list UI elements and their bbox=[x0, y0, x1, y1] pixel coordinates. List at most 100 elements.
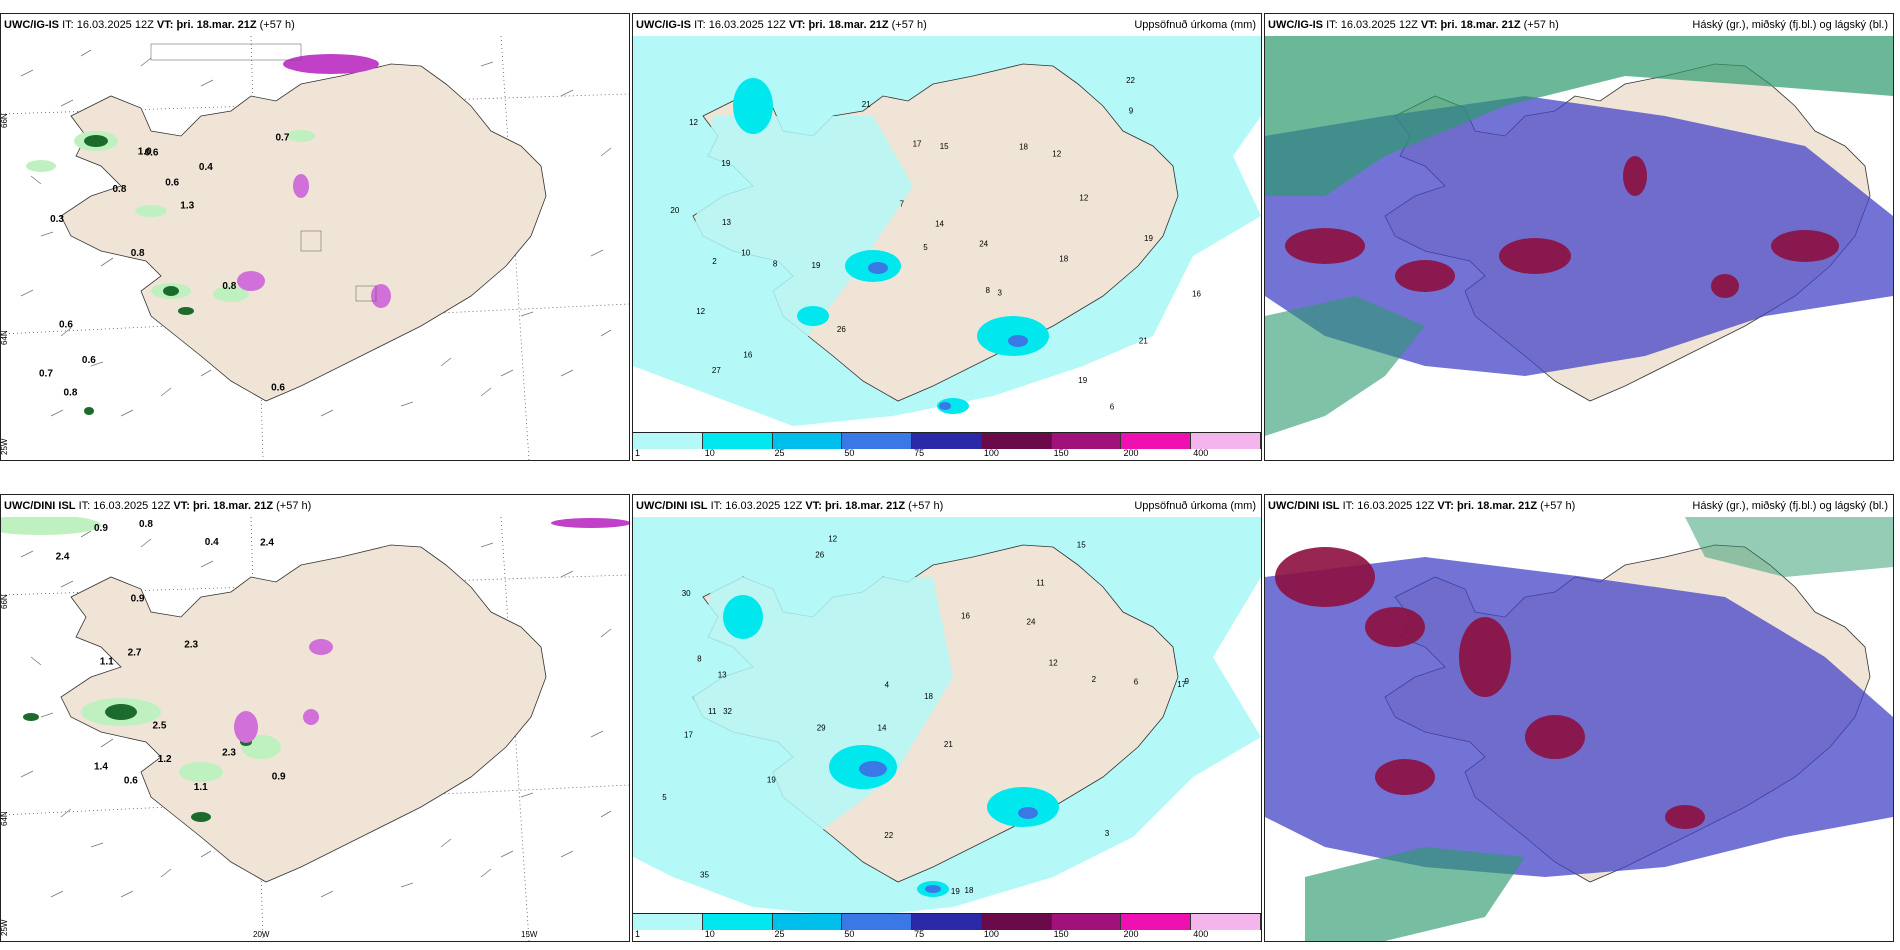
svg-text:66N: 66N bbox=[1, 113, 9, 128]
legend-swatch bbox=[633, 914, 703, 930]
value-label: 18 bbox=[1019, 142, 1028, 151]
value-label: 2.3 bbox=[222, 747, 236, 758]
panel-header: UWC/IG-IS IT: 16.03.2025 12Z VT: þri. 18… bbox=[4, 19, 295, 31]
legend-tick: 75 bbox=[914, 929, 925, 939]
panel-header: UWC/DINI ISL IT: 16.03.2025 12Z VT: þri.… bbox=[1268, 500, 1888, 512]
snow-wind-map: 0.60.30.70.80.40.81.00.60.60.80.70.60.61… bbox=[1, 36, 629, 460]
svg-text:15W: 15W bbox=[521, 930, 538, 939]
cloud-map bbox=[1265, 517, 1893, 941]
value-label: 2.4 bbox=[56, 552, 70, 563]
value-label: 16 bbox=[1192, 290, 1201, 299]
value-label: 0.7 bbox=[276, 133, 290, 144]
value-label: 12 bbox=[1052, 149, 1061, 158]
value-label: 26 bbox=[837, 325, 846, 334]
legend-swatch bbox=[772, 433, 843, 449]
value-label: 1.3 bbox=[180, 201, 194, 212]
value-label: 16 bbox=[743, 350, 752, 359]
legend-tick: 10 bbox=[704, 448, 715, 458]
legend-tick: 150 bbox=[1053, 448, 1069, 458]
value-label: 3 bbox=[1105, 829, 1110, 838]
svg-text:25W: 25W bbox=[1, 438, 9, 455]
model-name: UWC/IG-IS bbox=[4, 19, 59, 31]
legend-tick: 75 bbox=[914, 448, 925, 458]
value-label: 11 bbox=[708, 707, 717, 716]
value-label: 9 bbox=[1129, 106, 1134, 115]
value-label: 19 bbox=[812, 261, 821, 270]
svg-text:64N: 64N bbox=[1, 811, 9, 826]
value-label: 24 bbox=[979, 239, 988, 248]
value-label: 19 bbox=[767, 776, 776, 785]
value-label: 0.8 bbox=[222, 281, 236, 292]
legend-swatch bbox=[1191, 914, 1261, 930]
map-title: Háský (gr.), miðský (fj.bl.) og lágský (… bbox=[1692, 19, 1888, 31]
legend-tick: 100 bbox=[983, 929, 999, 939]
value-label: 11 bbox=[1036, 579, 1045, 588]
value-label: 13 bbox=[718, 671, 727, 680]
value-label: 0.4 bbox=[199, 162, 213, 173]
svg-text:20W: 20W bbox=[253, 930, 270, 939]
snow-amount-labels: 0.60.30.70.80.40.81.00.60.60.80.70.60.61… bbox=[39, 133, 290, 399]
value-label: 21 bbox=[1139, 337, 1148, 346]
value-label: 13 bbox=[722, 218, 731, 227]
value-label: 0.6 bbox=[165, 178, 179, 189]
value-label: 8 bbox=[773, 260, 778, 269]
value-label: 17 bbox=[1177, 680, 1186, 689]
value-label: 8 bbox=[986, 286, 991, 295]
value-label: 2 bbox=[712, 257, 717, 266]
value-label: 30 bbox=[682, 589, 691, 598]
value-label: 0.7 bbox=[39, 368, 53, 379]
value-label: 15 bbox=[1077, 541, 1086, 550]
legend-tick: 50 bbox=[844, 929, 855, 939]
value-label: 1.0 bbox=[138, 146, 152, 157]
value-label: 6 bbox=[1110, 402, 1115, 411]
panel-cloud-top: UWC/IG-IS IT: 16.03.2025 12Z VT: þri. 18… bbox=[1264, 13, 1894, 461]
value-label: 2.4 bbox=[260, 537, 274, 548]
value-label: 19 bbox=[721, 159, 730, 168]
value-label: 5 bbox=[662, 793, 667, 802]
value-label: 8 bbox=[697, 655, 702, 664]
legend-tick: 1 bbox=[635, 448, 641, 458]
legend-tick: 400 bbox=[1193, 929, 1209, 939]
value-label: 19 bbox=[951, 887, 960, 896]
value-label: 1.1 bbox=[194, 782, 208, 793]
legend-swatch bbox=[912, 433, 982, 449]
legend-swatch bbox=[702, 433, 773, 449]
panel-snow-top: UWC/IG-IS IT: 16.03.2025 12Z VT: þri. 18… bbox=[0, 13, 630, 461]
value-label: 0.9 bbox=[94, 523, 108, 534]
value-label: 18 bbox=[924, 692, 933, 701]
panel-precip-bottom: UWC/DINI ISL IT: 16.03.2025 12Z VT: þri.… bbox=[632, 494, 1262, 942]
mixed-precip-areas bbox=[237, 54, 391, 308]
legend-swatch bbox=[633, 433, 703, 449]
value-label: 12 bbox=[689, 118, 698, 127]
value-label: 35 bbox=[700, 870, 709, 879]
value-label: 3 bbox=[998, 289, 1003, 298]
value-label: 12 bbox=[1049, 658, 1058, 667]
value-label: 29 bbox=[817, 723, 826, 732]
legend-swatch bbox=[981, 914, 1052, 930]
value-label: 2.3 bbox=[184, 639, 198, 650]
legend-swatch bbox=[1121, 914, 1192, 930]
value-label: 14 bbox=[935, 220, 944, 229]
legend-swatch bbox=[702, 914, 773, 930]
value-label: 1.1 bbox=[100, 657, 114, 668]
value-label: 2.7 bbox=[128, 648, 142, 659]
legend-tick: 25 bbox=[774, 448, 785, 458]
value-label: 4 bbox=[885, 681, 890, 690]
value-label: 10 bbox=[741, 249, 750, 258]
legend-tick: 200 bbox=[1123, 448, 1139, 458]
svg-text:25W: 25W bbox=[1, 919, 9, 936]
value-label: 0.4 bbox=[205, 537, 219, 548]
value-label: 7 bbox=[900, 199, 905, 208]
value-label: 20 bbox=[670, 206, 679, 215]
value-label: 0.9 bbox=[272, 771, 286, 782]
value-label: 0.3 bbox=[50, 214, 64, 225]
legend-tick: 1 bbox=[635, 929, 641, 939]
value-label: 2 bbox=[1092, 675, 1097, 684]
value-label: 16 bbox=[961, 611, 970, 620]
cloud-map bbox=[1265, 36, 1893, 460]
legend-tick: 100 bbox=[983, 448, 999, 458]
legend-swatch bbox=[981, 433, 1052, 449]
